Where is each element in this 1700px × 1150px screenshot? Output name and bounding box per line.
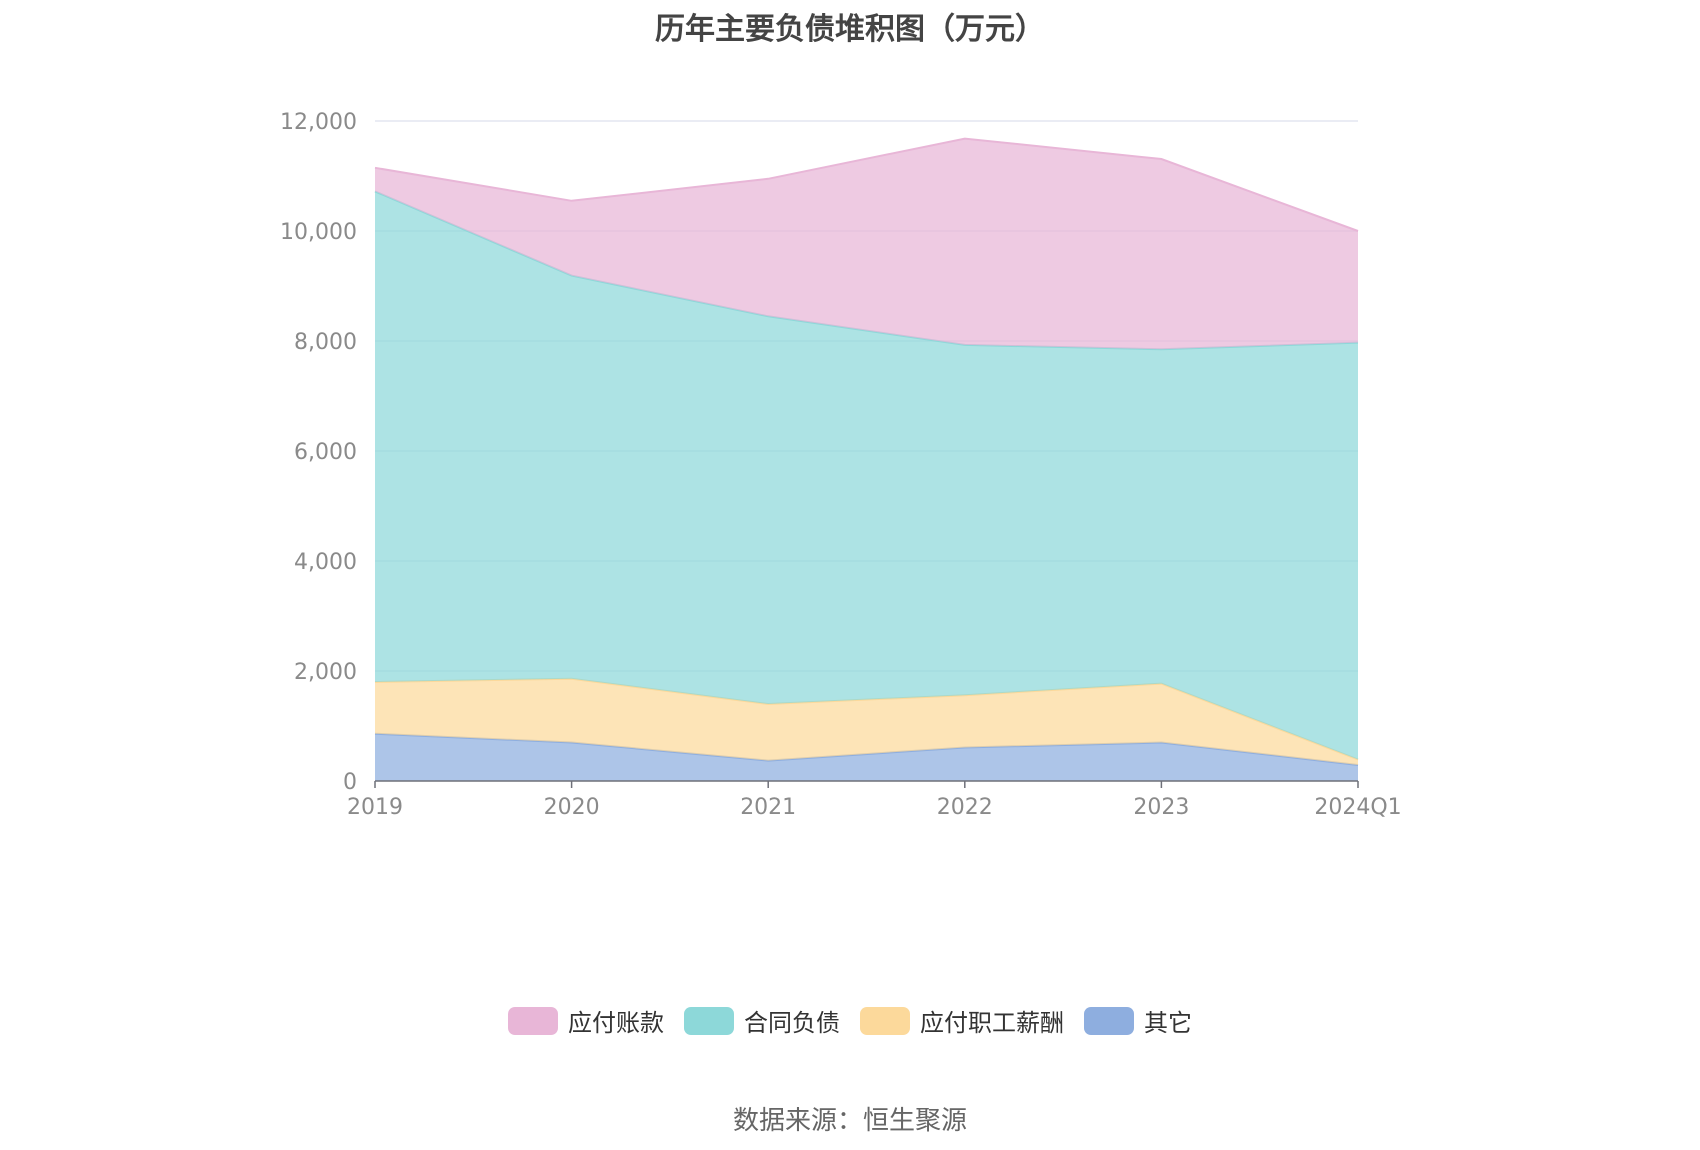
legend-item[interactable]: 其它 — [1084, 1003, 1192, 1038]
x-axis — [374, 780, 1359, 788]
legend-label: 应付职工薪酬 — [920, 1009, 1064, 1037]
x-tick-label: 2020 — [544, 795, 600, 820]
y-tick-label: 0 — [343, 770, 357, 795]
legend-label: 合同负债 — [744, 1009, 840, 1037]
x-tick-label: 2023 — [1133, 795, 1189, 820]
y-tick-label: 2,000 — [294, 660, 357, 685]
x-tick-label: 2022 — [937, 795, 993, 820]
area-合同负债 — [375, 191, 1358, 760]
y-tick-label: 12,000 — [280, 110, 357, 135]
y-tick-label: 6,000 — [294, 440, 357, 465]
y-tick-label: 4,000 — [294, 550, 357, 575]
x-tick-label: 2021 — [740, 795, 796, 820]
area-line-应付账款 — [374, 137, 1359, 232]
legend-swatch — [860, 1006, 910, 1035]
legend-swatch — [508, 1006, 558, 1035]
legend-item[interactable]: 合同负债 — [684, 1003, 840, 1038]
area-其它 — [375, 733, 1358, 781]
x-tick-label: 2024Q1 — [1314, 795, 1401, 820]
legend-label: 应付账款 — [568, 1009, 664, 1037]
legend-label: 其它 — [1144, 1009, 1192, 1037]
data-source: 数据来源：恒生聚源 — [732, 1106, 967, 1136]
x-tick-label: 2019 — [347, 795, 403, 820]
legend-swatch — [684, 1006, 734, 1035]
y-tick-label: 8,000 — [294, 330, 357, 355]
area-应付职工薪酬 — [375, 678, 1358, 765]
chart-title: 历年主要负债堆积图（万元） — [655, 12, 1045, 47]
x-axis-ticks: 2019 2020 2021 2022 2023 2024Q1 — [347, 795, 1402, 820]
area-应付账款 — [375, 138, 1358, 350]
legend-item[interactable]: 应付职工薪酬 — [860, 1003, 1064, 1038]
stacked-areas — [374, 137, 1359, 781]
legend-swatch — [1084, 1006, 1134, 1035]
y-axis-ticks: 0 2,000 4,000 6,000 8,000 10,000 12,000 — [280, 110, 357, 795]
y-tick-label: 10,000 — [280, 220, 357, 245]
legend: 应付账款 合同负债 应付职工薪酬 其它 — [0, 1003, 1700, 1038]
legend-item[interactable]: 应付账款 — [508, 1003, 664, 1038]
